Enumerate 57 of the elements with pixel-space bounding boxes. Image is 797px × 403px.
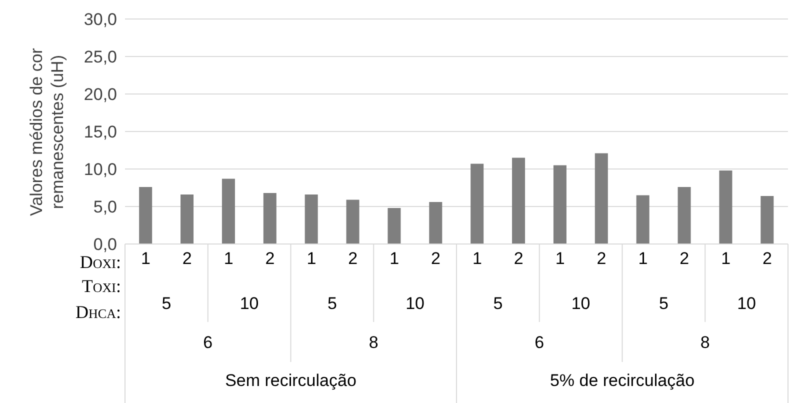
y-tick-label: 5,0 — [93, 198, 117, 217]
x-tick-label: 2 — [762, 249, 772, 268]
bar — [346, 200, 360, 244]
text: 5 — [658, 294, 668, 313]
bar — [263, 193, 276, 244]
x-tick-label: 1 — [140, 249, 150, 268]
bar — [304, 194, 318, 244]
y-tick-label: 30,0 — [84, 10, 117, 30]
x-tick-label: 2 — [514, 249, 524, 268]
x-tick-label: 2 — [182, 249, 192, 268]
y-tick-label: 15,0 — [84, 122, 117, 142]
bar — [470, 164, 484, 244]
bar — [760, 196, 774, 244]
text: 5 — [493, 294, 503, 313]
x-tick-label: 1 — [555, 249, 565, 268]
text: Doxi: — [80, 252, 121, 272]
y-tick-label: 0,0 — [93, 235, 117, 254]
bar — [512, 158, 526, 244]
text: Toxi: — [82, 276, 121, 296]
text: 8 — [368, 333, 378, 352]
bar — [429, 202, 442, 244]
text: 6 — [203, 333, 213, 352]
x-tick-label: 1 — [638, 249, 648, 268]
text: 8 — [700, 333, 710, 352]
x-tick-label: 2 — [431, 249, 441, 268]
x-tick-label: 2 — [348, 249, 358, 268]
text: 5 — [162, 294, 172, 313]
x-tick-label: 2 — [680, 249, 690, 268]
bar — [180, 194, 194, 244]
bar — [222, 178, 235, 244]
x-tick-label: 1 — [390, 249, 400, 268]
y-tick-label: 25,0 — [84, 48, 117, 67]
y-tick-label: 20,0 — [84, 85, 117, 104]
text: 10 — [737, 294, 756, 313]
text: 10 — [571, 294, 590, 313]
x-tick-label: 1 — [306, 249, 316, 268]
bar — [678, 187, 691, 244]
x-tick-label: 1 — [224, 249, 234, 268]
bar — [388, 208, 401, 244]
y-tick-label: 10,0 — [84, 160, 117, 180]
text: 6 — [534, 333, 544, 352]
x-tick-label: 1 — [472, 249, 482, 268]
text: 5 — [327, 294, 337, 313]
text: 10 — [240, 294, 259, 313]
bar — [719, 170, 732, 244]
bar — [594, 153, 608, 244]
text: Dhca: — [76, 302, 121, 322]
y-axis-title: Valores médios de cor remanescentes (uH) — [26, 46, 68, 218]
bar — [636, 195, 650, 244]
text: 5% de recirculação — [550, 371, 695, 390]
bar — [139, 187, 152, 244]
x-tick-label: 2 — [265, 249, 275, 268]
x-tick-label: 1 — [721, 249, 731, 268]
bar — [553, 165, 566, 244]
text: Sem recirculação — [225, 371, 356, 390]
x-tick-label: 2 — [596, 249, 606, 268]
text: 10 — [406, 294, 425, 313]
